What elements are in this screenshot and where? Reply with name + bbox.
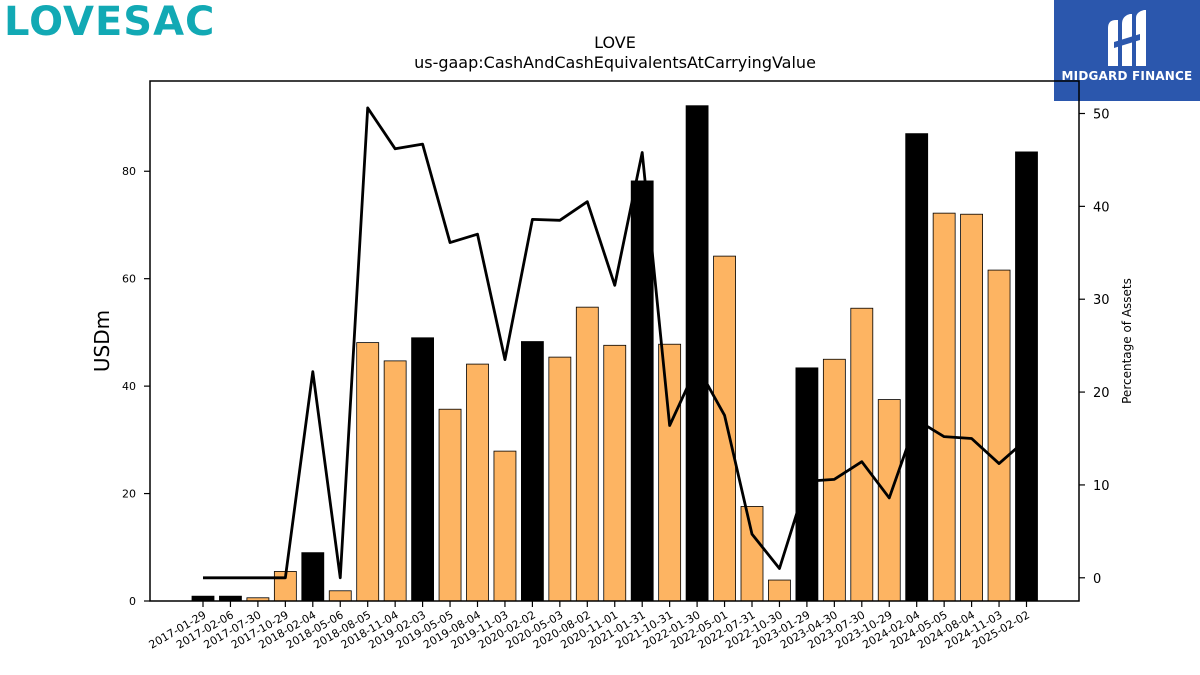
y-tick-label-60: 60: [122, 273, 136, 286]
left-y-axis: 0 20 40 60 80: [122, 165, 150, 608]
bar-2020-05-03: [548, 356, 572, 602]
right-y-axis: 0 10 20 30 40 50: [1079, 108, 1110, 587]
chart-subtitle: us-gaap:CashAndCashEquivalentsAtCarrying…: [414, 53, 816, 72]
bar-2018-08-05: [356, 342, 380, 602]
y-tick-label-40: 40: [122, 380, 136, 393]
bar-2024-05-05: [932, 212, 956, 602]
bar-2024-02-04: [905, 133, 929, 602]
y2-tick-label-10: 10: [1093, 479, 1110, 494]
bar-2018-05-06: [328, 590, 352, 602]
y2-tick-label-30: 30: [1093, 293, 1110, 308]
bar-2019-08-04: [466, 363, 489, 602]
y2-tick-label-40: 40: [1093, 200, 1110, 215]
y-tick-label-0: 0: [129, 595, 136, 608]
bar-2021-01-31: [630, 180, 654, 602]
lovesac-logo: LOVESAC: [4, 0, 216, 45]
midgard-m-icon: [1108, 10, 1146, 66]
y-axis-label: USDm: [90, 310, 114, 372]
midgard-finance-logo-text: MIDGARD FINANCE: [1061, 69, 1193, 83]
plot-frame: [149, 80, 1080, 602]
y2-tick-label-0: 0: [1093, 572, 1101, 587]
bar-2019-11-03: [493, 450, 517, 602]
bar-2020-11-01: [603, 344, 627, 602]
bar-2020-08-02: [575, 306, 599, 602]
x-axis: 2017-01-292017-02-062017-07-302017-10-29…: [147, 601, 1032, 652]
y-tick-label-80: 80: [122, 165, 136, 178]
y-tick-label-20: 20: [122, 488, 136, 501]
bar-2019-05-05: [438, 408, 462, 602]
bar-2021-10-31: [658, 343, 682, 602]
bar-2022-07-31: [740, 506, 764, 602]
y2-tick-label-50: 50: [1093, 108, 1110, 123]
bar-2025-02-02: [1015, 151, 1038, 602]
y2-tick-label-20: 20: [1093, 386, 1110, 401]
bar-2022-05-01: [713, 255, 736, 602]
chart-title: LOVE: [594, 33, 636, 52]
bar-2023-07-30: [850, 307, 874, 602]
midgard-finance-logo: MIDGARD FINANCE: [1054, 0, 1200, 101]
pct-of-assets-line: [203, 106, 1028, 580]
bar-2022-10-30: [768, 579, 791, 602]
bar-2022-01-30: [685, 105, 709, 602]
bar-2024-08-04: [960, 213, 983, 602]
bar-2019-02-03: [411, 337, 435, 602]
bar-2018-02-04: [301, 552, 325, 602]
bar-2024-11-03: [987, 269, 1011, 602]
bar-2023-10-29: [877, 399, 901, 602]
line-group: [203, 106, 1028, 580]
bar-2018-11-04: [383, 360, 407, 602]
y2-axis-label: Percentage of Assets: [1120, 278, 1134, 404]
bar-group: [191, 105, 1038, 602]
bar-2020-02-02: [521, 341, 544, 602]
